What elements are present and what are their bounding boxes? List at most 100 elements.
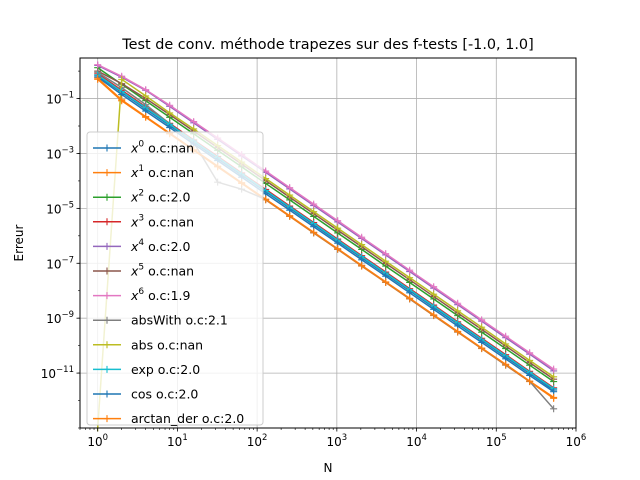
y-tick-label-exponent: −1 bbox=[61, 91, 74, 101]
x-tick-label: 106 bbox=[566, 433, 587, 449]
plot-frame bbox=[79, 57, 577, 429]
data-point bbox=[430, 283, 438, 291]
series-group bbox=[94, 61, 558, 432]
x-tick-label-exponent: 4 bbox=[421, 433, 426, 443]
series-line bbox=[97, 64, 555, 372]
legend-swatch-marker bbox=[103, 169, 111, 177]
legend-label: x0 o.c:nan bbox=[130, 140, 194, 156]
data-point bbox=[94, 74, 102, 82]
x-tick-label-base: 10 bbox=[167, 435, 182, 449]
x-tick-label-exponent: 0 bbox=[103, 433, 108, 443]
data-point bbox=[502, 340, 510, 348]
legend-label-base: cos bbox=[131, 387, 152, 402]
data-point bbox=[166, 109, 174, 117]
data-point bbox=[190, 125, 198, 133]
data-point bbox=[382, 250, 390, 258]
x-tick-label: 103 bbox=[326, 433, 347, 449]
x-tick-label: 105 bbox=[486, 433, 507, 449]
data-point bbox=[478, 344, 486, 352]
legend-label-rest: o.c:nan bbox=[144, 264, 194, 279]
x-tick-label-base: 10 bbox=[247, 435, 262, 449]
legend-item: arctan_der o.c:2.0 bbox=[93, 411, 244, 426]
legend-label: exp o.c:2.0 bbox=[131, 362, 200, 377]
legend-label-exponent: 2 bbox=[138, 189, 144, 199]
legend-swatch-marker bbox=[103, 365, 111, 373]
data-point bbox=[406, 266, 414, 274]
x-tick-label: 101 bbox=[167, 433, 188, 449]
y-tick-label: 10−11 bbox=[41, 365, 74, 381]
y-tick-label-base: 10 bbox=[46, 147, 61, 161]
data-point bbox=[550, 365, 558, 373]
legend-label-rest: o.c:nan bbox=[144, 141, 194, 156]
data-point bbox=[142, 113, 150, 121]
legend-label: x6 o.c:1.9 bbox=[130, 287, 191, 303]
legend-label-base: x bbox=[130, 190, 139, 205]
y-tick-label-exponent: −9 bbox=[61, 310, 74, 320]
data-point bbox=[526, 377, 534, 385]
legend-label: x5 o.c:nan bbox=[130, 263, 194, 279]
series-line bbox=[97, 76, 555, 393]
x-tick-label-exponent: 5 bbox=[501, 433, 506, 443]
legend-label-exponent: 5 bbox=[138, 263, 144, 273]
legend-swatch-marker bbox=[103, 267, 111, 275]
series-line bbox=[97, 67, 555, 383]
legend-item: x5 o.c:nan bbox=[93, 263, 194, 279]
data-point bbox=[334, 245, 342, 253]
data-point bbox=[142, 92, 150, 100]
legend-swatch-marker bbox=[103, 341, 111, 349]
legend-label-base: x bbox=[130, 165, 139, 180]
legend-label-base: abs bbox=[131, 337, 153, 352]
data-point bbox=[382, 257, 390, 265]
legend-label: x1 o.c:nan bbox=[130, 164, 194, 180]
legend-item: x4 o.c:2.0 bbox=[93, 238, 191, 254]
legend-label-exponent: 6 bbox=[138, 287, 144, 297]
data-point bbox=[310, 200, 318, 208]
legend-label-rest: o.c:2.1 bbox=[182, 313, 228, 328]
series-6 bbox=[94, 61, 558, 373]
data-point bbox=[502, 332, 510, 340]
legend-label-rest: o.c:nan bbox=[144, 165, 194, 180]
legend-item: x2 o.c:2.0 bbox=[93, 189, 191, 205]
legend-label-rest: o.c:2.0 bbox=[152, 387, 198, 402]
data-point bbox=[190, 118, 198, 126]
legend-swatch-marker bbox=[103, 292, 111, 300]
data-point bbox=[430, 311, 438, 319]
data-point bbox=[478, 323, 486, 331]
legend-label-rest: o.c:nan bbox=[153, 337, 203, 352]
y-tick-label-exponent: −7 bbox=[61, 255, 74, 265]
legend-label-base: x bbox=[130, 239, 139, 254]
y-tick-label: 10−1 bbox=[46, 91, 74, 107]
y-tick-label-base: 10 bbox=[46, 257, 61, 271]
data-point bbox=[406, 294, 414, 302]
data-point bbox=[286, 184, 294, 192]
ticks: 100 101 102 103 104 105 10610−1110−910−710−510… bbox=[41, 70, 587, 449]
data-point bbox=[142, 86, 150, 94]
legend-label-rest: o.c:2.0 bbox=[144, 239, 190, 254]
y-tick-label: 10−3 bbox=[46, 145, 74, 161]
x-tick-label-exponent: 6 bbox=[581, 433, 586, 443]
legend-label-base: x bbox=[130, 264, 139, 279]
y-tick-label-exponent: −11 bbox=[56, 365, 74, 375]
x-tick-label-base: 10 bbox=[406, 435, 421, 449]
legend-label-exponent: 1 bbox=[138, 164, 144, 174]
series-line bbox=[97, 70, 555, 380]
data-point bbox=[382, 278, 390, 286]
legend-label-rest: o.c:2.0 bbox=[198, 411, 244, 426]
data-point bbox=[454, 327, 462, 335]
legend-label: cos o.c:2.0 bbox=[131, 387, 198, 402]
x-tick-label-base: 10 bbox=[566, 435, 581, 449]
y-tick-label: 10−9 bbox=[46, 310, 74, 326]
legend-swatch-marker bbox=[103, 390, 111, 398]
legend-swatch-marker bbox=[103, 218, 111, 226]
data-point bbox=[166, 101, 174, 109]
y-axis-label: Erreur bbox=[12, 224, 26, 261]
legend-label: x4 o.c:2.0 bbox=[130, 238, 191, 254]
data-point bbox=[334, 217, 342, 225]
x-tick-label-exponent: 1 bbox=[182, 433, 187, 443]
data-point bbox=[118, 96, 126, 104]
legend-label-rest: o.c:1.9 bbox=[144, 288, 190, 303]
legend-label-exponent: 3 bbox=[138, 213, 144, 223]
legend-item: absWith o.c:2.1 bbox=[93, 313, 228, 328]
